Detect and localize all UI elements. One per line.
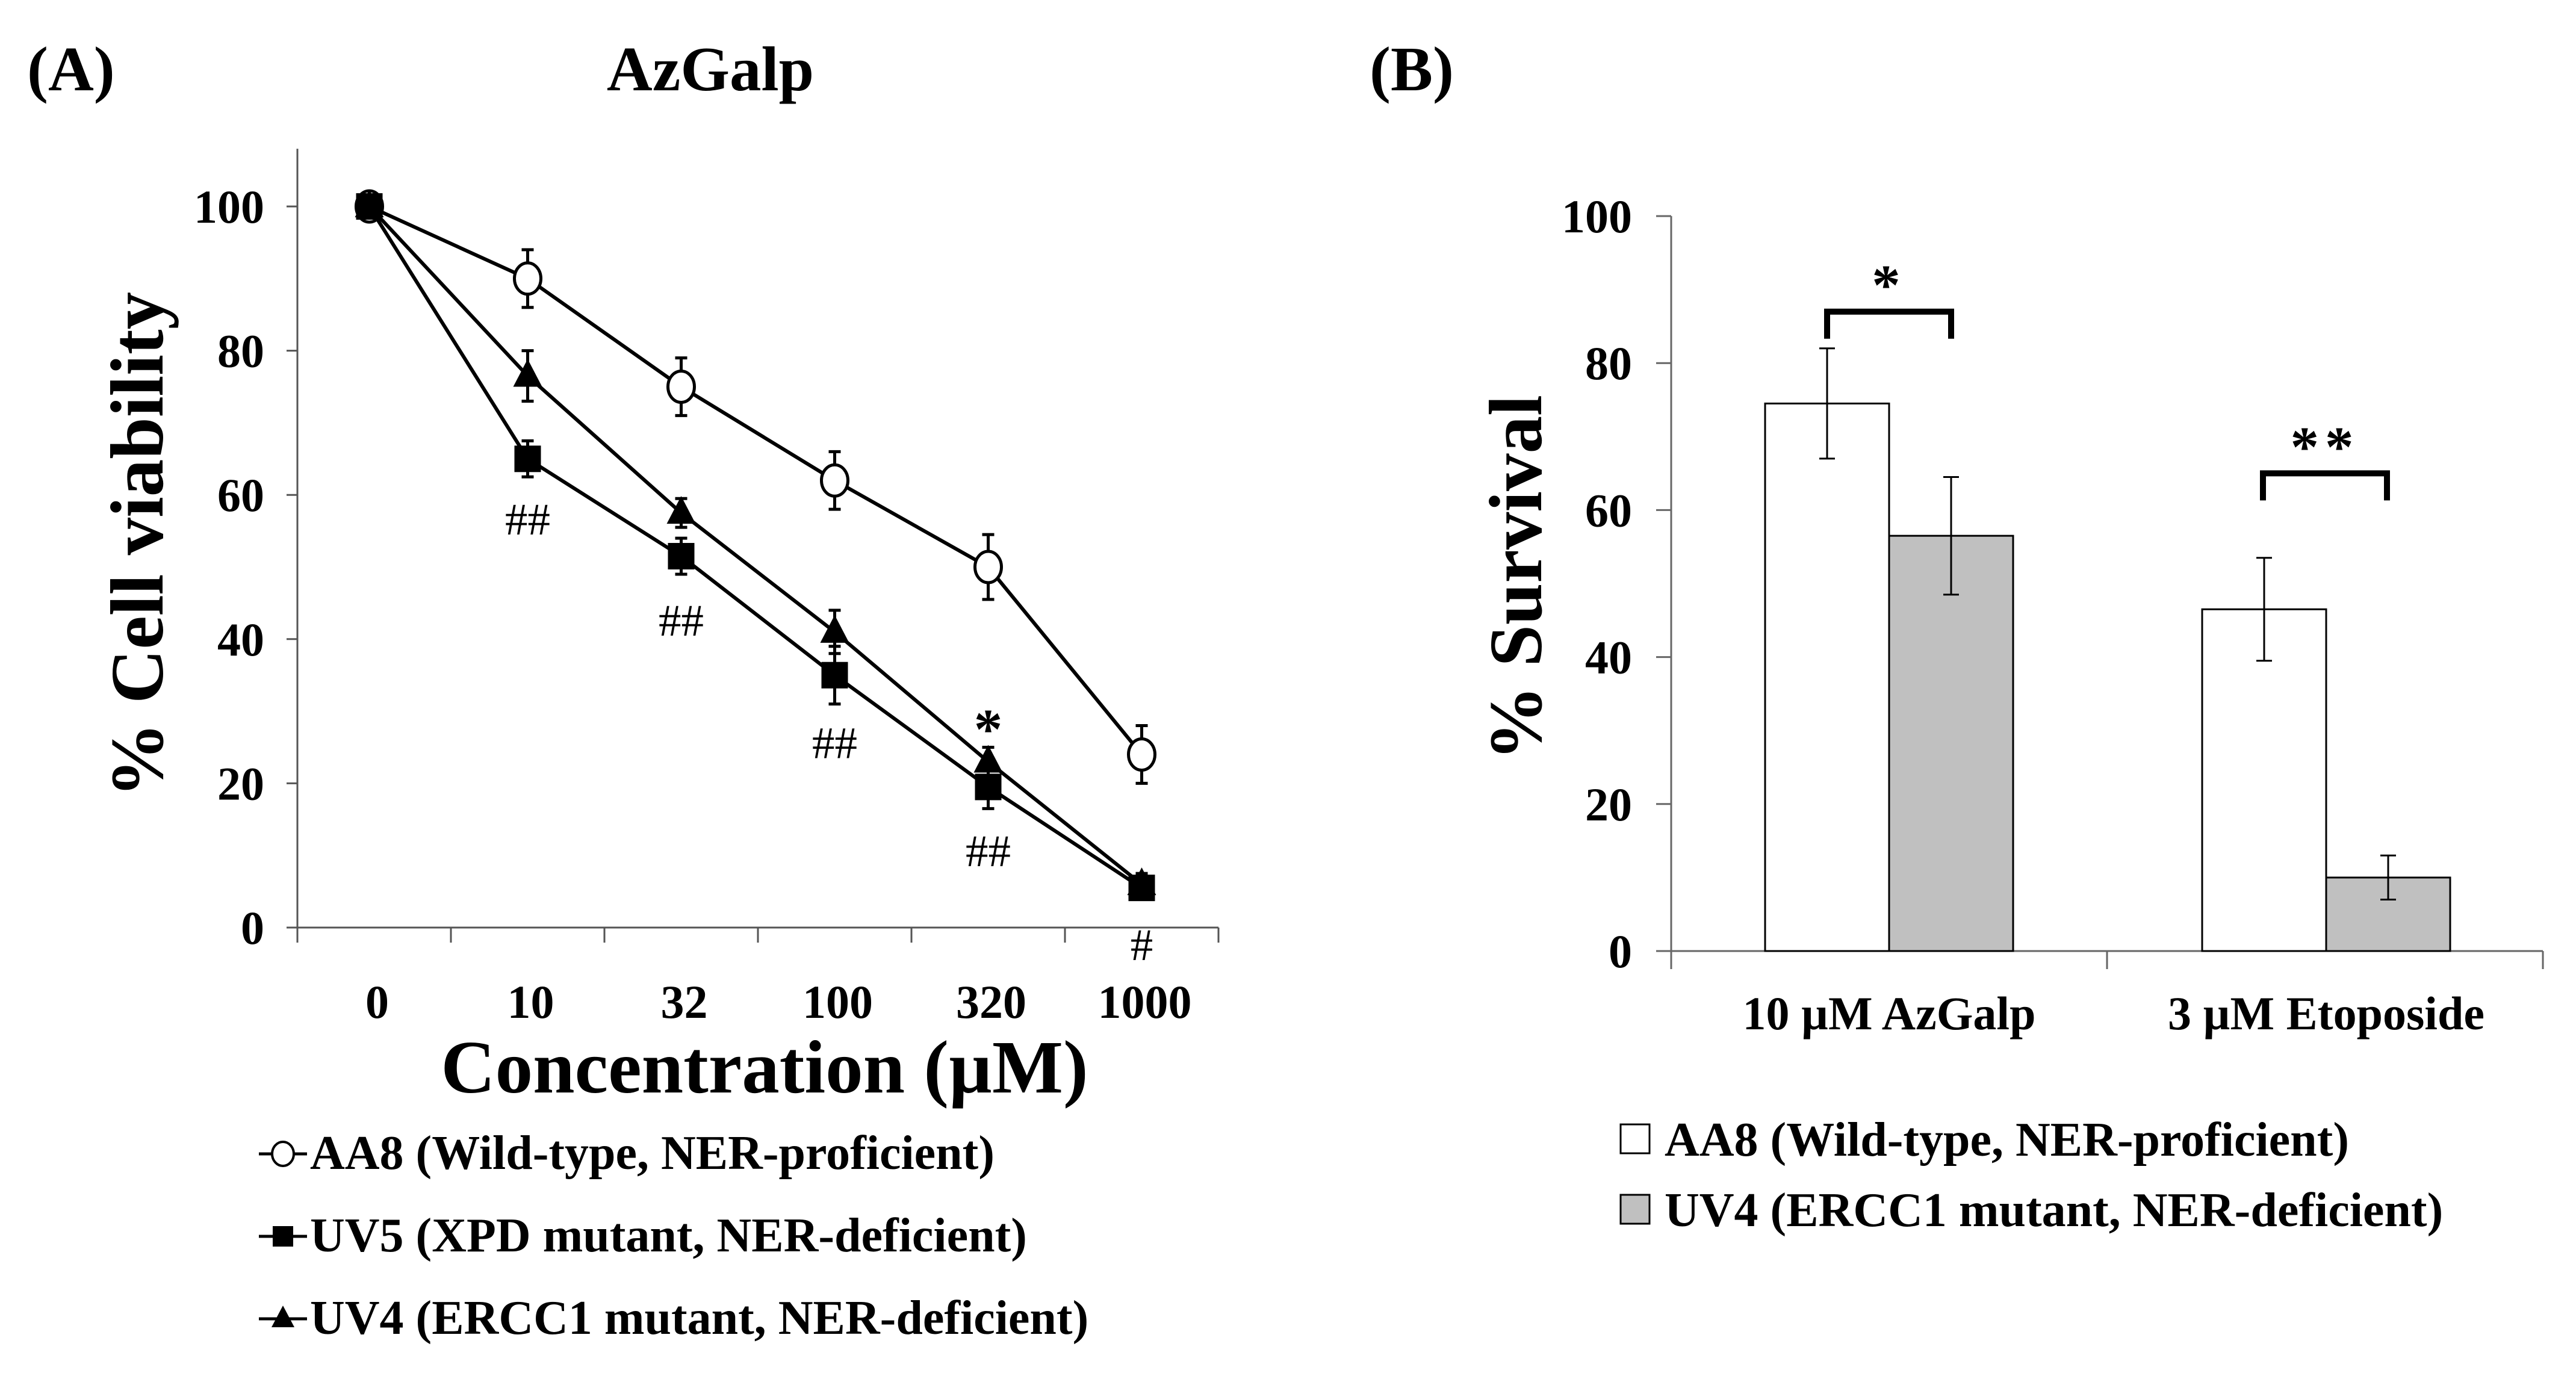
series-line-1: [367, 205, 1143, 890]
data-point-circle: [513, 261, 542, 296]
y-tick-label: 0: [241, 902, 264, 954]
error-bar: [2380, 854, 2396, 901]
x-tick-label: 320: [956, 976, 1026, 1028]
significance-label: *: [1872, 253, 1907, 317]
y-tick-label: 100: [1562, 190, 1632, 243]
significance-annotation: #: [1131, 920, 1153, 970]
data-point-triangle: [513, 359, 542, 387]
legend-label: UV5 (XPD mutant, NER-deficient): [310, 1209, 1027, 1262]
x-tick-label: 10 µM AzGalp: [1743, 987, 2036, 1040]
legend-marker-square: [273, 1226, 293, 1247]
y-tick-label: 80: [217, 325, 264, 377]
panel-b-y-axis-label: % Survival: [1475, 395, 1558, 761]
x-tick-label: 1000: [1098, 976, 1192, 1028]
error-bar: [2256, 557, 2272, 662]
data-point-triangle: [820, 615, 849, 643]
data-point-triangle: [973, 745, 1003, 773]
panel-a-title: AzGalp: [607, 34, 814, 104]
significance-annotation: *: [974, 698, 1003, 761]
x-tick-label: 10: [507, 976, 554, 1028]
panel-b-bar-chart: (B) % Survival 0 20 40 60 80 100 10 µM AzGalp 3…: [1370, 34, 2544, 1237]
significance-annotation: ##: [966, 826, 1011, 876]
x-tick-label: 100: [802, 976, 873, 1028]
x-tick-label: 3 µM Etoposide: [2168, 987, 2484, 1040]
legend-swatch: [1619, 1123, 1651, 1154]
legend-marker-circle: [271, 1141, 295, 1167]
y-tick-label: 80: [1585, 337, 1632, 389]
significance-annotation: ##: [812, 719, 857, 769]
legend-label: AA8 (Wild-type, NER-proficient): [1665, 1114, 2349, 1167]
data-point-circle: [973, 550, 1003, 584]
data-point-square: [821, 662, 848, 689]
data-point-circle: [666, 370, 696, 404]
y-tick-label: 100: [194, 181, 264, 233]
bar: [2201, 608, 2327, 952]
panel-a-x-axis-label: Concentration (µM): [441, 1026, 1088, 1109]
legend-label: UV4 (ERCC1 mutant, NER-deficient): [1665, 1184, 2443, 1237]
y-tick-label: 60: [217, 469, 264, 521]
legend-label: UV4 (ERCC1 mutant, NER-deficient): [310, 1292, 1088, 1345]
series-line-0: [368, 205, 1143, 756]
significance-label: **: [2291, 415, 2360, 479]
y-tick-label: 20: [217, 757, 264, 810]
data-point-square: [668, 543, 695, 570]
legend-marker-triangle: [272, 1306, 294, 1327]
data-point-square: [514, 445, 541, 473]
bar: [1764, 402, 1890, 952]
y-tick-label: 60: [1585, 484, 1632, 536]
legend-label: AA8 (Wild-type, NER-proficient): [310, 1127, 995, 1180]
data-point-circle: [820, 463, 849, 498]
significance-annotation: ##: [659, 596, 704, 646]
x-tick-label: 0: [365, 976, 389, 1028]
y-tick-label: 20: [1585, 778, 1632, 831]
data-point-triangle: [666, 496, 696, 524]
panel-a-line-chart: (A) AzGalp % Cell viability Concentratio…: [27, 34, 1220, 1345]
significance-annotation: ##: [505, 495, 550, 545]
y-tick-label: 40: [217, 613, 264, 666]
bar: [1888, 535, 2014, 952]
legend-swatch: [1619, 1194, 1651, 1225]
series-line-2: [368, 205, 1143, 886]
data-point-square: [975, 773, 1002, 801]
significance-bracket: [2260, 470, 2390, 501]
x-tick-label: 32: [661, 976, 708, 1028]
significance-bracket: [1824, 308, 1954, 339]
data-point-square: [356, 193, 383, 220]
panel-b-label: (B): [1370, 34, 1454, 104]
panel-a-label: (A): [27, 34, 115, 104]
error-bar: [1819, 347, 1835, 460]
data-point-circle: [1127, 737, 1156, 772]
y-tick-label: 40: [1585, 631, 1632, 684]
data-point-square: [1128, 875, 1155, 902]
error-bar: [1943, 476, 1959, 596]
y-tick-label: 0: [1609, 925, 1632, 978]
panel-a-y-axis-label: % Cell viability: [96, 292, 179, 798]
